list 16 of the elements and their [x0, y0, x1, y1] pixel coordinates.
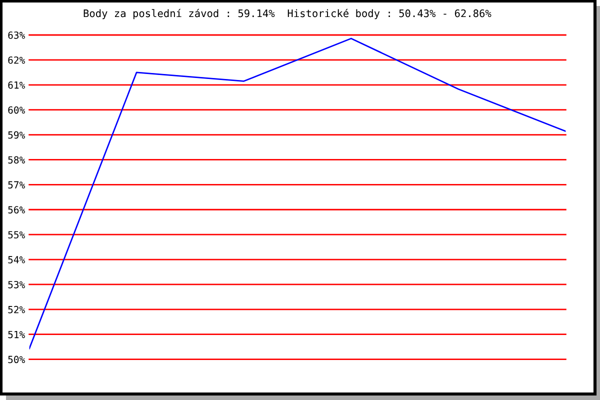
chart-title: Body za poslední závod : 59.14% Historické body : 50.43% - 62.86%	[84, 8, 492, 20]
y-tick-label: 63%	[8, 32, 25, 39]
y-tick-label: 50%	[8, 356, 25, 364]
y-tick-label: 59%	[8, 131, 25, 139]
y-tick-label: 57%	[8, 181, 25, 189]
y-tick-label: 52%	[8, 306, 25, 314]
y-tick-label: 61%	[8, 81, 25, 89]
y-tick-label: 53%	[8, 280, 25, 288]
line-series	[29, 38, 566, 350]
y-tick-label: 54%	[8, 256, 25, 264]
y-tick-label: 51%	[8, 330, 25, 338]
y-tick-label: 62%	[8, 56, 25, 64]
y-tick-label: 58%	[8, 156, 25, 164]
y-tick-label: 56%	[8, 206, 25, 214]
y-tick-label: 55%	[8, 231, 25, 238]
y-tick-label: 60%	[8, 106, 25, 114]
